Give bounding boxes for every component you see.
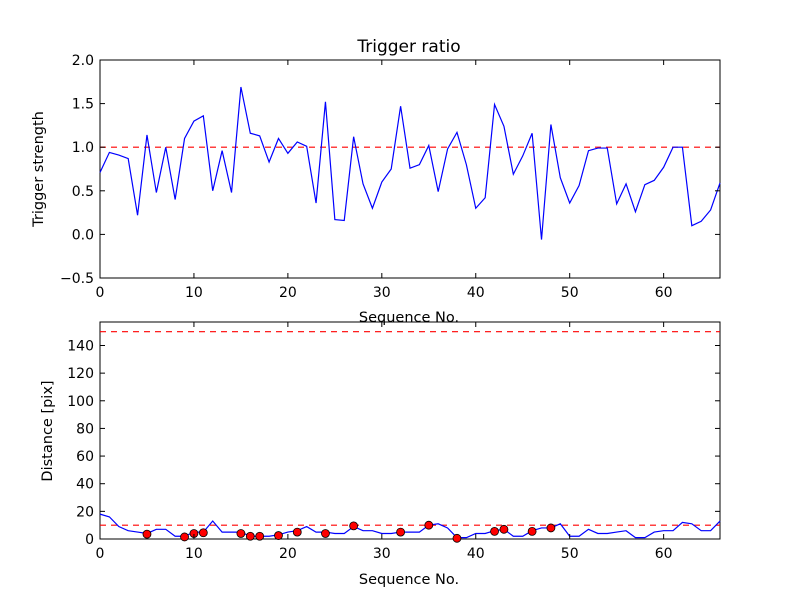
plot-frame <box>99 59 721 279</box>
data-point <box>142 529 152 539</box>
chart-title: Trigger ratio <box>356 37 460 57</box>
data-point <box>198 528 208 538</box>
y-tick-label: 60 <box>76 449 94 465</box>
x-tick-label: 40 <box>467 285 485 301</box>
x-tick-label: 60 <box>655 285 673 301</box>
x-tick-label: 10 <box>185 546 203 562</box>
x-tick-label: 40 <box>467 546 485 562</box>
data-point <box>245 531 255 541</box>
y-axis-label: Trigger strength <box>31 111 47 228</box>
data-point <box>292 527 302 537</box>
x-tick-label: 30 <box>373 546 391 562</box>
data-point <box>546 523 556 533</box>
y-tick-label: 1.0 <box>72 140 94 156</box>
series-line <box>99 86 721 240</box>
data-point <box>499 524 509 534</box>
x-tick-label: 50 <box>561 285 579 301</box>
data-point <box>452 533 462 543</box>
data-point <box>321 529 330 538</box>
data-point <box>396 527 406 537</box>
y-tick-label: 20 <box>76 504 94 520</box>
y-tick-label: 0 <box>85 532 94 548</box>
data-point <box>236 529 246 538</box>
x-tick-label: 20 <box>279 546 297 562</box>
y-tick-label: 1.5 <box>72 97 94 113</box>
x-axis-label: Sequence No. <box>359 310 459 326</box>
y-tick-label: 100 <box>67 394 94 410</box>
x-tick-label: 30 <box>373 285 391 301</box>
y-tick-label: 120 <box>67 366 94 382</box>
x-tick-label: 0 <box>96 285 105 301</box>
plot-frame <box>99 321 721 540</box>
y-tick-label: 80 <box>76 421 94 437</box>
x-tick-label: 20 <box>279 285 297 301</box>
x-axis-label: Sequence No. <box>359 572 459 588</box>
y-tick-label: 0.0 <box>72 227 94 243</box>
y-axis-label: Distance [pix] <box>40 380 56 481</box>
data-point <box>180 532 189 542</box>
y-tick-label: 2.0 <box>72 53 94 69</box>
distance-chart: Sequence No. Distance [pix] 0 10 20 30 40 50 6… <box>40 321 721 588</box>
y-tick-label: 0.5 <box>72 184 94 200</box>
x-tick-label: 10 <box>185 285 203 301</box>
data-point <box>349 521 359 531</box>
data-point <box>274 531 283 540</box>
x-tick-label: 0 <box>96 546 105 562</box>
y-tick-label: 40 <box>76 477 94 493</box>
data-point <box>424 520 434 530</box>
data-point <box>490 526 499 536</box>
trigger-ratio-chart: Trigger ratio Sequence No. Trigger stren… <box>31 37 721 326</box>
data-point <box>255 531 265 541</box>
y-tick-label: 140 <box>67 338 94 354</box>
x-tick-label: 60 <box>655 546 673 562</box>
x-tick-label: 50 <box>561 546 579 562</box>
data-point <box>527 526 537 536</box>
y-tick-label: −0.5 <box>60 271 94 287</box>
